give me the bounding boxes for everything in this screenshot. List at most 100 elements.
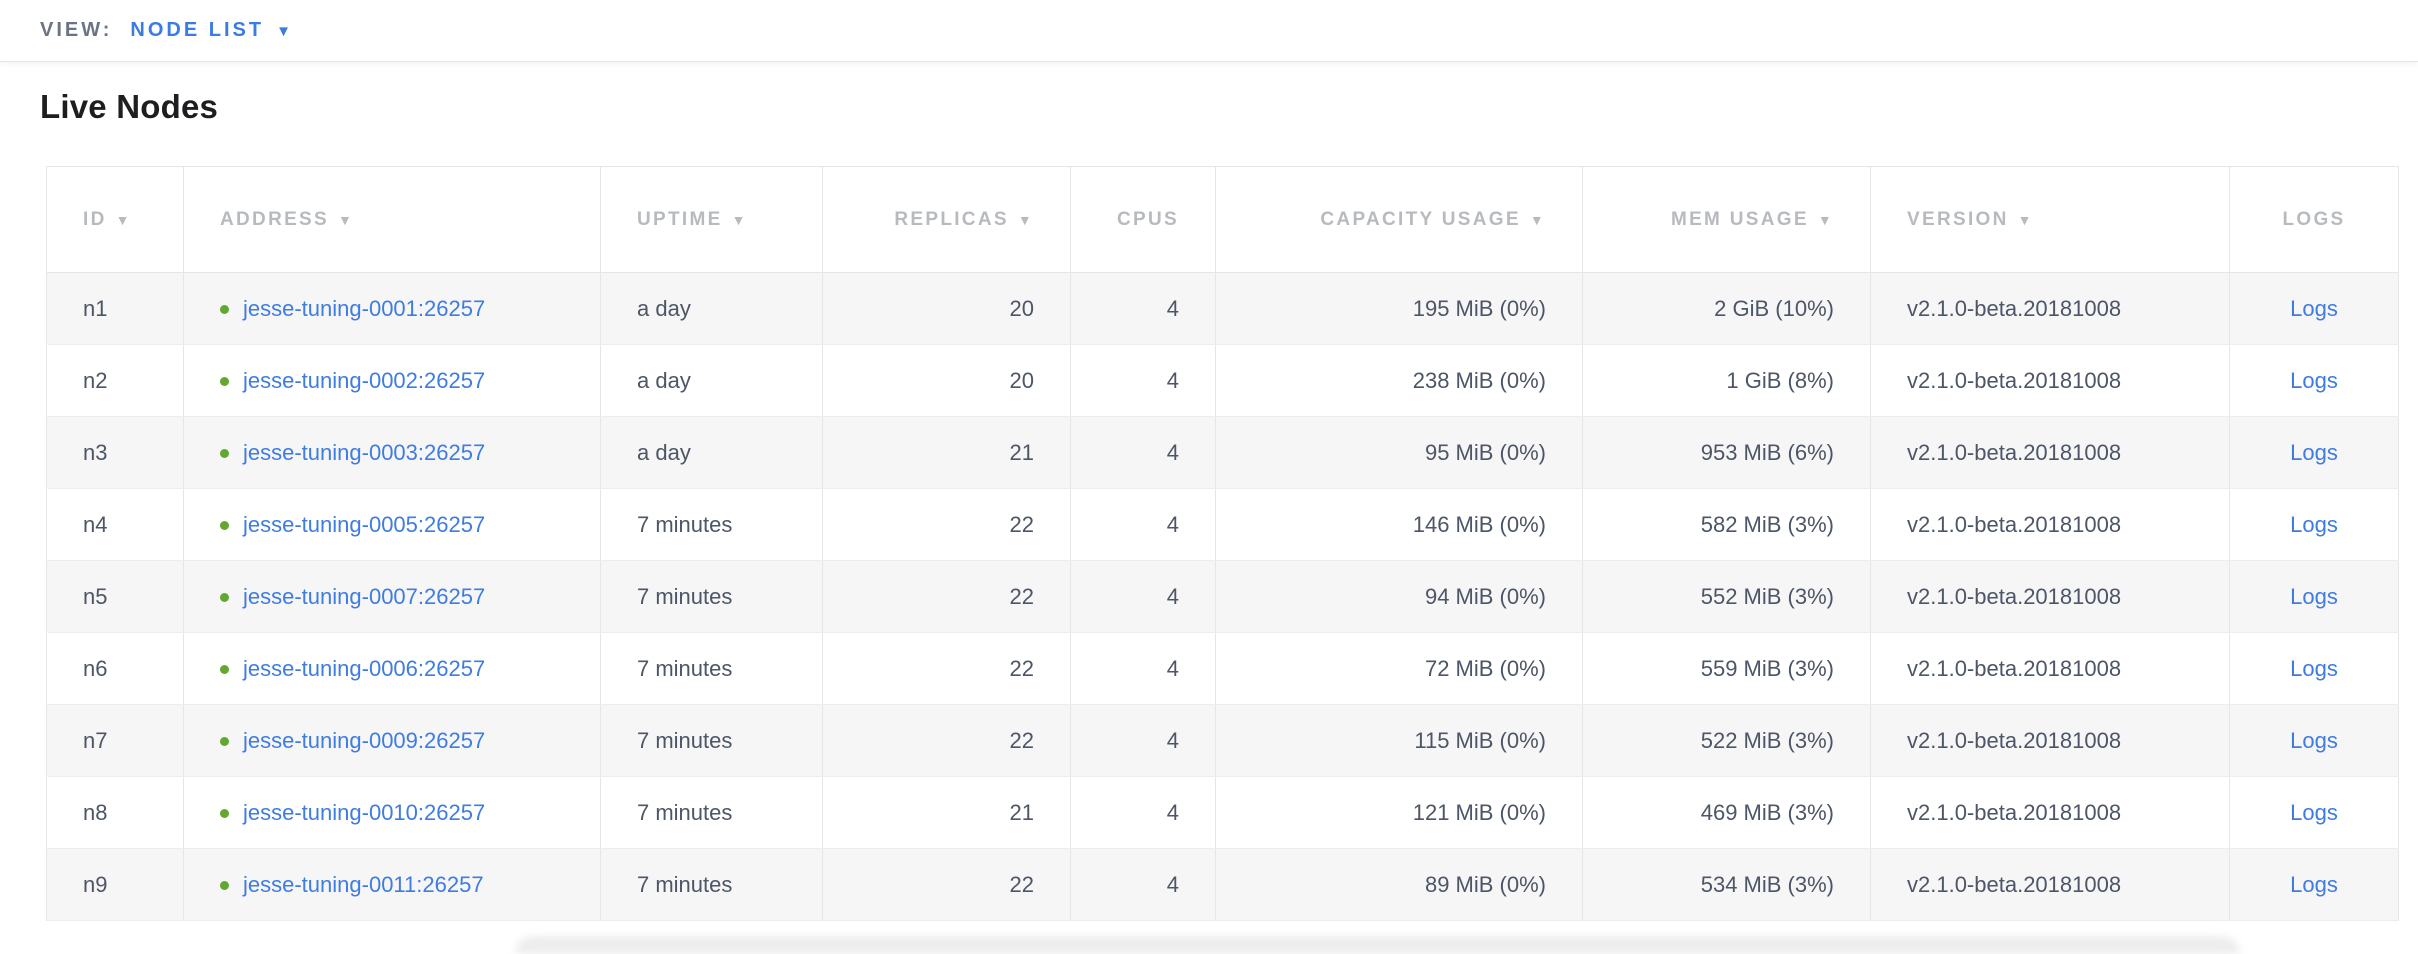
node-mem_usage-cell: 1 GiB (8%) bbox=[1582, 344, 1871, 417]
node-uptime-cell: 7 minutes bbox=[600, 632, 823, 705]
node-live-status-icon bbox=[220, 376, 229, 386]
node-address-cell: jesse-tuning-0009:26257 bbox=[183, 704, 601, 777]
node-logs-cell: Logs bbox=[2229, 776, 2399, 849]
node-address-link[interactable]: jesse-tuning-0002:26257 bbox=[243, 367, 486, 393]
logs-link[interactable]: Logs bbox=[2290, 583, 2338, 609]
node-version-cell: v2.1.0-beta.20181008 bbox=[1870, 632, 2230, 705]
node-logs-cell: Logs bbox=[2229, 344, 2399, 417]
view-selector-dropdown[interactable]: NODE LIST ▼ bbox=[130, 19, 291, 42]
node-id-cell: n4 bbox=[46, 488, 184, 561]
node-address-link[interactable]: jesse-tuning-0003:26257 bbox=[243, 439, 486, 465]
column-header-address[interactable]: ADDRESS ▼ bbox=[183, 166, 601, 273]
node-address-link[interactable]: jesse-tuning-0007:26257 bbox=[243, 583, 486, 609]
node-cpus-cell: 4 bbox=[1070, 560, 1216, 633]
node-address-link[interactable]: jesse-tuning-0010:26257 bbox=[243, 799, 486, 825]
node-uptime-cell: a day bbox=[600, 272, 823, 345]
logs-link[interactable]: Logs bbox=[2290, 655, 2338, 681]
column-header-id[interactable]: ID ▼ bbox=[46, 166, 184, 273]
column-header-label: LOGS bbox=[2282, 208, 2346, 230]
node-capacity_usage-cell: 89 MiB (0%) bbox=[1215, 848, 1583, 921]
table-row: n4 jesse-tuning-0005:26257 7 minutes 22 4 146… bbox=[46, 488, 2399, 561]
node-replicas-cell: 22 bbox=[822, 632, 1071, 705]
node-live-status-icon bbox=[220, 664, 229, 674]
node-uptime-cell: a day bbox=[600, 344, 823, 417]
logs-link[interactable]: Logs bbox=[2290, 727, 2338, 753]
node-logs-cell: Logs bbox=[2229, 416, 2399, 489]
node-replicas-cell: 22 bbox=[822, 560, 1071, 633]
node-logs-cell: Logs bbox=[2229, 560, 2399, 633]
node-mem_usage-cell: 559 MiB (3%) bbox=[1582, 632, 1871, 705]
logs-link[interactable]: Logs bbox=[2290, 367, 2338, 393]
live-nodes-table: ID ▼ ADDRESS ▼ UPTIME ▼ REPLICAS ▼ CPUS CAPACITY … bbox=[46, 166, 2399, 921]
logs-link[interactable]: Logs bbox=[2290, 511, 2338, 537]
node-version-cell: v2.1.0-beta.20181008 bbox=[1870, 272, 2230, 345]
sort-desc-icon: ▼ bbox=[115, 211, 132, 228]
bottom-edge-shadow bbox=[515, 936, 2240, 954]
node-mem_usage-cell: 953 MiB (6%) bbox=[1582, 416, 1871, 489]
node-uptime-cell: 7 minutes bbox=[600, 776, 823, 849]
node-capacity_usage-cell: 195 MiB (0%) bbox=[1215, 272, 1583, 345]
node-cpus-cell: 4 bbox=[1070, 272, 1216, 345]
node-address-cell: jesse-tuning-0002:26257 bbox=[183, 344, 601, 417]
column-header-label: CPUS bbox=[1117, 208, 1179, 230]
node-address-link[interactable]: jesse-tuning-0009:26257 bbox=[243, 727, 486, 753]
node-live-status-icon bbox=[220, 592, 229, 602]
node-logs-cell: Logs bbox=[2229, 704, 2399, 777]
node-id-cell: n3 bbox=[46, 416, 184, 489]
sort-desc-icon: ▼ bbox=[1529, 211, 1546, 228]
column-header-replicas[interactable]: REPLICAS ▼ bbox=[822, 166, 1071, 273]
node-live-status-icon bbox=[220, 520, 229, 530]
node-uptime-cell: 7 minutes bbox=[600, 704, 823, 777]
table-row: n3 jesse-tuning-0003:26257 a day 21 4 95 MiB … bbox=[46, 416, 2399, 489]
logs-link[interactable]: Logs bbox=[2290, 439, 2338, 465]
column-header-capacity_usage[interactable]: CAPACITY USAGE ▼ bbox=[1215, 166, 1583, 273]
node-address-link[interactable]: jesse-tuning-0006:26257 bbox=[243, 655, 486, 681]
node-logs-cell: Logs bbox=[2229, 632, 2399, 705]
node-capacity_usage-cell: 238 MiB (0%) bbox=[1215, 344, 1583, 417]
column-header-label: UPTIME bbox=[637, 208, 723, 230]
column-header-cpus: CPUS bbox=[1070, 166, 1216, 273]
logs-link[interactable]: Logs bbox=[2290, 871, 2338, 897]
node-version-cell: v2.1.0-beta.20181008 bbox=[1870, 776, 2230, 849]
node-version-cell: v2.1.0-beta.20181008 bbox=[1870, 344, 2230, 417]
node-capacity_usage-cell: 121 MiB (0%) bbox=[1215, 776, 1583, 849]
node-version-cell: v2.1.0-beta.20181008 bbox=[1870, 704, 2230, 777]
node-live-status-icon bbox=[220, 736, 229, 746]
node-address-cell: jesse-tuning-0007:26257 bbox=[183, 560, 601, 633]
column-header-label: VERSION bbox=[1907, 208, 2009, 230]
node-id-cell: n1 bbox=[46, 272, 184, 345]
table-row: n1 jesse-tuning-0001:26257 a day 20 4 195 MiB… bbox=[46, 272, 2399, 345]
node-uptime-cell: 7 minutes bbox=[600, 848, 823, 921]
node-address-cell: jesse-tuning-0001:26257 bbox=[183, 272, 601, 345]
node-version-cell: v2.1.0-beta.20181008 bbox=[1870, 848, 2230, 921]
live-nodes-table-container: ID ▼ ADDRESS ▼ UPTIME ▼ REPLICAS ▼ CPUS CAPACITY … bbox=[46, 166, 2399, 921]
column-header-label: MEM USAGE bbox=[1670, 208, 1809, 230]
node-live-status-icon bbox=[220, 808, 229, 818]
node-id-cell: n8 bbox=[46, 776, 184, 849]
logs-link[interactable]: Logs bbox=[2290, 799, 2338, 825]
node-cpus-cell: 4 bbox=[1070, 776, 1216, 849]
node-cpus-cell: 4 bbox=[1070, 344, 1216, 417]
table-row: n5 jesse-tuning-0007:26257 7 minutes 22 4 94 … bbox=[46, 560, 2399, 633]
view-selected-value: NODE LIST bbox=[130, 19, 265, 41]
node-replicas-cell: 22 bbox=[822, 704, 1071, 777]
logs-link[interactable]: Logs bbox=[2290, 295, 2338, 321]
column-header-uptime[interactable]: UPTIME ▼ bbox=[600, 166, 823, 273]
node-address-link[interactable]: jesse-tuning-0001:26257 bbox=[243, 295, 486, 321]
node-version-cell: v2.1.0-beta.20181008 bbox=[1870, 416, 2230, 489]
node-id-cell: n9 bbox=[46, 848, 184, 921]
column-header-version[interactable]: VERSION ▼ bbox=[1870, 166, 2230, 273]
node-address-link[interactable]: jesse-tuning-0011:26257 bbox=[243, 871, 484, 897]
node-address-link[interactable]: jesse-tuning-0005:26257 bbox=[243, 511, 486, 537]
table-row: n2 jesse-tuning-0002:26257 a day 20 4 238 MiB… bbox=[46, 344, 2399, 417]
table-row: n7 jesse-tuning-0009:26257 7 minutes 22 4 115… bbox=[46, 704, 2399, 777]
node-replicas-cell: 22 bbox=[822, 848, 1071, 921]
node-replicas-cell: 21 bbox=[822, 776, 1071, 849]
column-header-mem_usage[interactable]: MEM USAGE ▼ bbox=[1582, 166, 1871, 273]
node-id-cell: n7 bbox=[46, 704, 184, 777]
node-id-cell: n6 bbox=[46, 632, 184, 705]
view-bar: VIEW: NODE LIST ▼ bbox=[0, 0, 2418, 62]
node-address-cell: jesse-tuning-0010:26257 bbox=[183, 776, 601, 849]
node-live-status-icon bbox=[220, 448, 229, 458]
sort-desc-icon: ▼ bbox=[1817, 211, 1834, 228]
